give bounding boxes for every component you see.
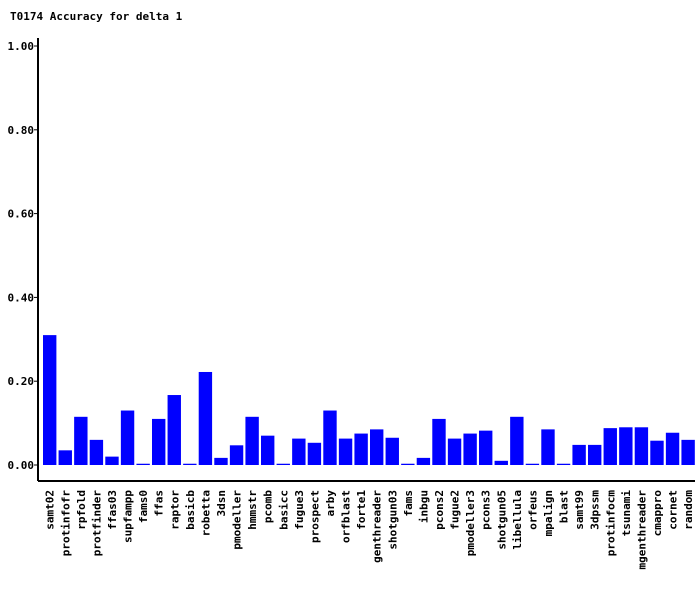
x-tick-label: fugue3	[293, 490, 306, 530]
bar	[167, 395, 181, 465]
x-tick-label: 3dpssm	[589, 490, 602, 530]
x-tick-label: ffas03	[106, 490, 119, 530]
x-tick-label: shotgun05	[495, 490, 508, 550]
bar	[681, 439, 695, 465]
x-tick-label: pmodeller	[231, 490, 244, 550]
bar	[634, 427, 649, 465]
bar	[525, 463, 540, 465]
x-tick-label: arby	[324, 490, 337, 517]
bar	[58, 450, 72, 465]
bar	[74, 416, 88, 465]
bar	[556, 463, 571, 465]
bar	[105, 456, 119, 465]
bar	[152, 418, 166, 465]
bar	[416, 457, 431, 465]
x-tick-label: blast	[558, 490, 571, 523]
bar	[370, 429, 384, 465]
bar	[354, 433, 368, 465]
bar	[261, 435, 275, 465]
x-tick-label: basicc	[277, 490, 290, 530]
bar	[136, 463, 150, 465]
x-tick-label: basicb	[184, 490, 197, 530]
bar	[432, 418, 446, 465]
y-tick-label: 0.60	[8, 208, 35, 221]
bar	[541, 429, 555, 465]
bar	[463, 433, 477, 465]
bar	[479, 430, 493, 465]
x-tick-label: pcons3	[480, 490, 493, 530]
x-tick-label: rpfold	[75, 490, 88, 530]
y-tick-label: 0.40	[8, 291, 35, 304]
x-tick-label: robetta	[199, 490, 212, 536]
bar	[323, 410, 337, 465]
x-tick-label: samt02	[44, 490, 57, 530]
bar	[276, 463, 290, 465]
x-tick-label: prospect	[308, 490, 321, 543]
bar	[385, 437, 399, 465]
bar	[183, 463, 197, 465]
bar	[43, 335, 57, 465]
chart-title: T0174 Accuracy for delta 1	[10, 10, 183, 23]
x-tick-label: fugue2	[449, 490, 462, 530]
bar	[494, 460, 508, 465]
x-tick-label: orfeus	[526, 490, 539, 530]
bar	[338, 438, 353, 465]
x-tick-label: hmmstr	[246, 490, 259, 530]
bar	[214, 457, 228, 465]
x-tick-label: mpalign	[542, 490, 555, 536]
bar	[572, 444, 586, 465]
x-tick-label: genthreader	[371, 490, 384, 563]
x-tick-label: pmodeller3	[464, 490, 477, 556]
x-tick-label: inbgu	[417, 490, 430, 523]
bar	[120, 410, 135, 465]
x-tick-label: mgenthreader	[635, 490, 648, 570]
x-tick-label: fams0	[137, 490, 150, 523]
bar	[89, 439, 104, 465]
x-tick-label: samt99	[573, 490, 586, 530]
x-tick-label: fams	[402, 490, 415, 517]
bars	[43, 335, 695, 465]
bar	[401, 463, 415, 465]
x-tick-label: orfblast	[340, 490, 353, 543]
y-tick-label: 1.00	[8, 40, 35, 53]
bar	[229, 445, 244, 465]
y-tick-label: 0.80	[8, 124, 35, 137]
x-tick-label: pcons2	[433, 490, 446, 530]
x-tick-label: libellula	[511, 490, 524, 550]
x-tick-label: tsunami	[620, 490, 633, 537]
x-tick-label: supfampp	[122, 490, 135, 543]
bar	[603, 428, 617, 465]
x-tick-label: shotgun03	[386, 490, 399, 550]
x-tick-label: protinfocm	[604, 490, 617, 557]
bar	[245, 416, 259, 465]
x-tick-label: 3dsn	[215, 490, 228, 517]
y-tick-label: 0.00	[8, 459, 35, 472]
x-tick-label: protinfofr	[59, 490, 72, 557]
bar	[447, 438, 462, 465]
bar	[198, 371, 213, 465]
bar	[292, 438, 306, 465]
bar	[307, 442, 322, 465]
x-tick-label: forte1	[355, 490, 368, 530]
x-tick-label: pcomb	[262, 490, 275, 523]
bar	[665, 432, 680, 465]
y-tick-label: 0.20	[8, 375, 35, 388]
x-tick-label: protfinder	[90, 490, 103, 557]
x-tick-label: cornet	[667, 490, 680, 530]
x-axis: samt02 protinfofr rpfold protfinder ffas03 su…	[38, 480, 695, 570]
x-tick-label: cmappro	[651, 490, 664, 537]
y-axis: 0.00 0.20 0.40 0.60 0.80 1.00	[8, 38, 39, 481]
x-tick-label: ffas	[153, 490, 166, 517]
bar	[619, 427, 633, 465]
x-tick-label: random	[682, 490, 695, 530]
x-tick-label: raptor	[168, 490, 181, 530]
bar	[510, 416, 524, 465]
bar	[588, 444, 602, 465]
bar	[650, 440, 664, 465]
